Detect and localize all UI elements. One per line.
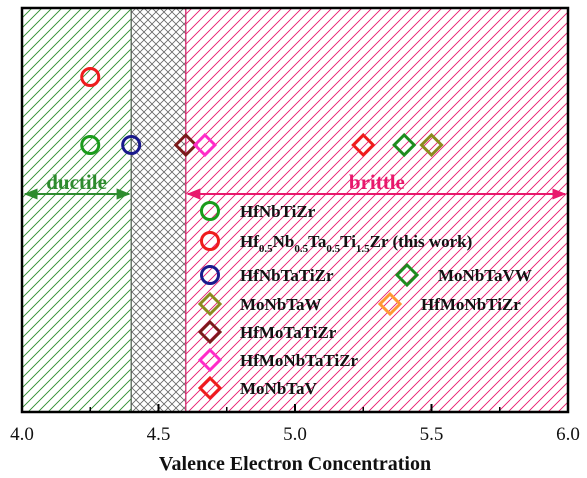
- legend-label-this-work: Hf0.5Nb0.5Ta0.5Ti1.5Zr (this work): [240, 232, 472, 255]
- data-point-4-0: [419, 132, 444, 158]
- legend-marker-5: [377, 291, 403, 317]
- legend-sub-1: 0.5: [259, 243, 273, 255]
- legend-markers: [197, 201, 420, 401]
- legend-label-hfmonbtizr: HfMoNbTiZr: [421, 295, 521, 314]
- x-axis-label: Valence Electron Concentration: [159, 453, 431, 475]
- x-axis: 4.0 4.5 5.0 5.5 6.0: [10, 404, 580, 445]
- legend-marker-0: [200, 201, 220, 221]
- legend-sub-3: 0.5: [326, 243, 340, 255]
- legend-hf: Hf: [240, 232, 259, 251]
- legend-ti: Ti: [340, 232, 356, 251]
- data-point-1-0: [80, 67, 101, 87]
- legend-marker-7: [197, 347, 223, 373]
- legend-marker-8: [197, 375, 223, 401]
- legend-label-monbtaw: MoNbTaW: [240, 295, 322, 314]
- legend-label-hfnbtizr: HfNbTiZr: [240, 202, 316, 221]
- x-tick-label-3: 5.5: [420, 424, 444, 445]
- legend-label-hfnbtatizr: HfNbTaTiZr: [240, 266, 334, 285]
- data-point-8-0: [351, 132, 376, 158]
- x-tick-label-1: 4.5: [147, 424, 171, 445]
- ductile-label: ductile: [46, 170, 107, 194]
- legend-marker-1: [200, 231, 220, 251]
- legend-nb: Nb: [273, 232, 295, 251]
- x-tick-label-4: 6.0: [556, 424, 580, 445]
- legend-label-hfmotatizr: HfMoTaTiZr: [240, 323, 337, 342]
- x-tick-label-2: 5.0: [283, 424, 307, 445]
- legend-sub-4: 1.5: [356, 243, 370, 255]
- data-point-6-0: [173, 132, 198, 158]
- brittle-label: brittle: [349, 170, 405, 194]
- legend-ta: Ta: [308, 232, 327, 251]
- legend-marker-3: [394, 262, 420, 288]
- legend-label-monbtav: MoNbTaV: [240, 379, 318, 398]
- legend-marker-6: [197, 319, 223, 345]
- legend-label-monbtavw: MoNbTaVW: [438, 266, 532, 285]
- legend-marker-4: [197, 291, 223, 317]
- x-tick-label-0: 4.0: [10, 424, 34, 445]
- legend-sub-2: 0.5: [294, 243, 308, 255]
- data-point-7-0: [192, 132, 218, 158]
- brittle-region: [185, 7, 569, 413]
- legend-zr: Zr (this work): [370, 232, 473, 251]
- data-point-0-0: [80, 135, 101, 155]
- transition-region: [130, 7, 187, 413]
- ductile-region: [21, 7, 132, 413]
- legend-marker-2: [200, 265, 220, 285]
- data-markers: [80, 67, 444, 158]
- data-point-2-0: [121, 135, 142, 155]
- data-point-3-0: [392, 132, 417, 158]
- legend-label-hfmonbtatizr: HfMoNbTaTiZr: [240, 351, 359, 370]
- legend: HfNbTiZr Hf0.5Nb0.5Ta0.5Ti1.5Zr (this wo…: [197, 201, 532, 401]
